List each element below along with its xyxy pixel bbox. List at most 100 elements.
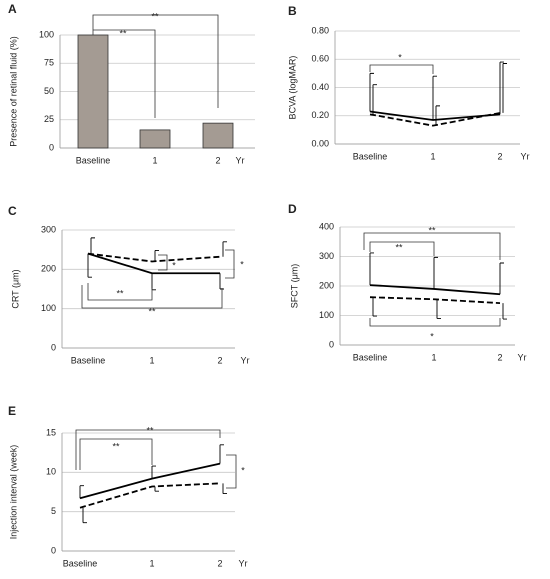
panel-letter: E [8, 404, 16, 418]
error-bar [151, 273, 156, 291]
error-bar [219, 444, 224, 464]
y-tick-label: 300 [319, 251, 334, 261]
error-bar [502, 303, 507, 320]
significance-bracket [369, 318, 501, 327]
x-tick-label: 1 [431, 352, 436, 362]
significance-label: ** [112, 441, 120, 451]
error-bar [82, 507, 87, 524]
significance-label: ** [151, 11, 159, 21]
significance-label: ** [395, 242, 403, 252]
x-tick-label: 1 [430, 151, 435, 161]
y-tick-label: 100 [41, 303, 56, 313]
y-axis-label: Presence of retinal fluid (%) [8, 36, 18, 147]
y-tick-label: 5 [51, 506, 56, 516]
x-tick-label: 2 [497, 151, 502, 161]
significance-bracket [93, 29, 156, 118]
x-tick-label: 1 [149, 558, 154, 568]
series-line [369, 296, 501, 305]
error-bar [499, 262, 504, 295]
panel-letter: B [288, 4, 297, 18]
x-tick-label: Baseline [353, 151, 388, 161]
y-axis-label: CRT (μm) [10, 269, 20, 308]
series-line [369, 112, 501, 127]
y-tick-label: 0.00 [311, 138, 329, 148]
error-bar [369, 252, 374, 286]
y-axis-label: BCVA (logMAR) [287, 56, 297, 120]
x-tick-label: Baseline [353, 352, 388, 362]
y-axis-label: Injection interval (week) [8, 445, 18, 540]
error-bar [436, 299, 441, 319]
significance-label: ** [148, 306, 156, 316]
y-tick-label: 15 [46, 427, 56, 437]
error-bar [499, 61, 504, 115]
x-tick-label: Baseline [71, 355, 106, 365]
significance-bracket [226, 454, 237, 489]
x-tick-label: 1 [149, 355, 154, 365]
y-tick-label: 0 [51, 545, 56, 555]
significance-bracket [79, 438, 153, 470]
x-axis-label: Yr [521, 151, 530, 161]
significance-label: ** [146, 425, 154, 435]
x-axis-label: Yr [241, 355, 250, 365]
significance-bracket [363, 232, 501, 260]
error-bar [435, 105, 440, 126]
y-tick-label: 0.20 [311, 110, 329, 120]
significance-bracket [81, 285, 223, 309]
series-line [369, 284, 501, 296]
y-tick-label: 25 [44, 114, 54, 124]
bar [202, 122, 234, 149]
error-bar [154, 250, 159, 262]
error-bar [222, 483, 227, 495]
significance-label: ** [428, 225, 436, 235]
bar [77, 34, 109, 149]
y-tick-label: 200 [41, 264, 56, 274]
error-bar [219, 273, 224, 290]
error-bar [433, 256, 438, 289]
significance-label: ** [119, 28, 127, 38]
error-bar [222, 241, 227, 257]
error-bar [369, 72, 374, 112]
error-bar [432, 75, 437, 120]
y-tick-label: 100 [319, 310, 334, 320]
series-line [79, 462, 221, 500]
significance-bracket [158, 254, 168, 271]
x-tick-label: 2 [497, 352, 502, 362]
x-tick-label: Baseline [76, 155, 111, 165]
x-axis-label: Yr [518, 352, 527, 362]
x-axis-label: Yr [239, 558, 248, 568]
error-bar [372, 297, 377, 317]
y-tick-label: 0 [329, 339, 334, 349]
x-tick-label: 2 [217, 558, 222, 568]
significance-bracket [87, 283, 153, 301]
series-line [87, 252, 220, 275]
y-tick-label: 0.40 [311, 82, 329, 92]
x-tick-label: 2 [215, 155, 220, 165]
y-tick-label: 0.80 [311, 25, 329, 35]
panel-letter: A [8, 2, 17, 16]
error-bar [372, 84, 377, 115]
series-line [369, 110, 501, 121]
y-tick-label: 75 [44, 58, 54, 68]
panel-letter: D [288, 202, 297, 216]
significance-bracket [225, 249, 235, 279]
x-tick-label: 1 [152, 155, 157, 165]
error-bar [502, 63, 507, 113]
y-tick-label: 0 [49, 142, 54, 152]
significance-label: * [172, 260, 176, 270]
y-tick-label: 200 [319, 280, 334, 290]
x-tick-label: 2 [217, 355, 222, 365]
significance-label: ** [116, 288, 124, 298]
x-axis-label: Yr [236, 155, 245, 165]
panel-letter: C [8, 204, 17, 218]
y-tick-label: 400 [319, 221, 334, 231]
significance-bracket [369, 64, 434, 74]
significance-label: * [240, 259, 244, 269]
error-bar [154, 486, 159, 492]
series-line [79, 482, 221, 509]
series-line [87, 252, 221, 263]
error-bar [151, 465, 156, 479]
y-tick-label: 0 [51, 342, 56, 352]
significance-bracket [75, 429, 221, 470]
y-tick-label: 100 [39, 29, 54, 39]
